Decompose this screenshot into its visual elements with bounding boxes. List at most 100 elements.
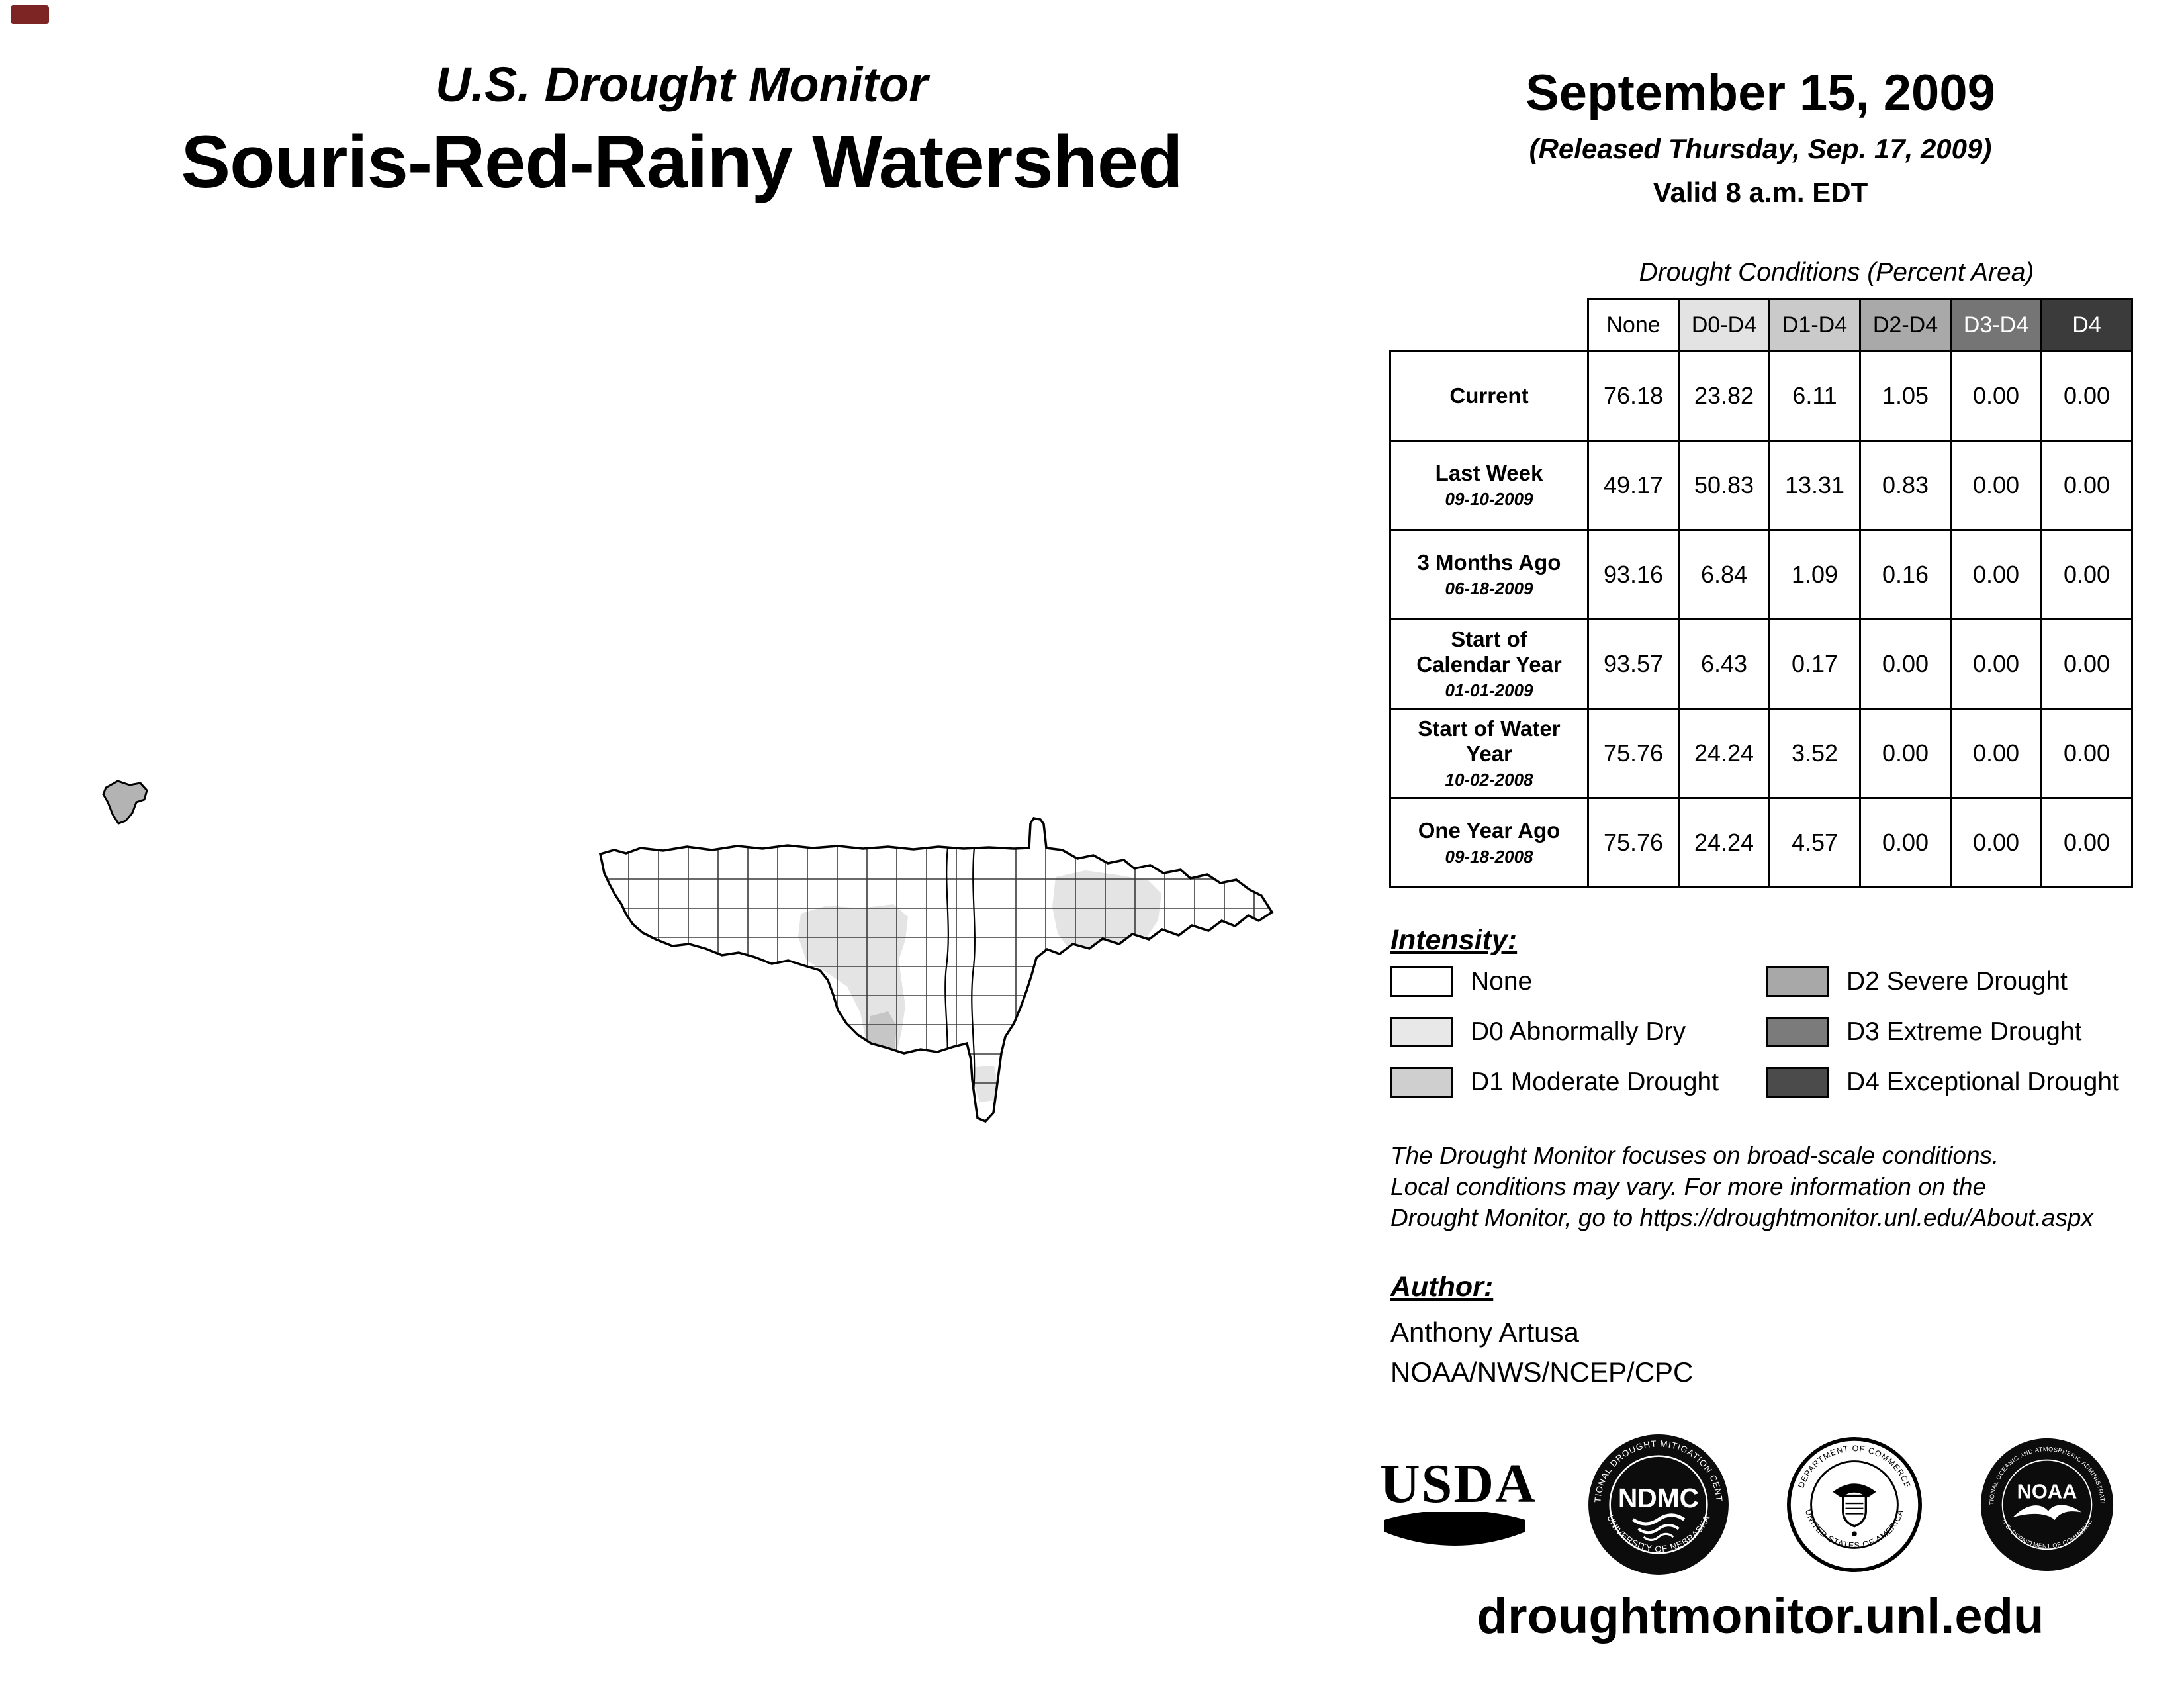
row-label: Start of Water Year [1418, 716, 1561, 766]
legend-item-d0: D0 Abnormally Dry [1390, 1017, 1686, 1047]
legend-item-d2: D2 Severe Drought [1766, 966, 2068, 997]
cell-value: 0.00 [2040, 797, 2133, 888]
cell-value: 0.00 [1859, 797, 1952, 888]
region-title: Souris-Red-Rainy Watershed [181, 120, 1183, 203]
legend-swatch-d3 [1766, 1017, 1829, 1047]
row-label: 3 Months Ago [1417, 550, 1561, 575]
cell-value: 93.57 [1587, 618, 1680, 710]
author-title: Author: [1390, 1271, 1494, 1303]
author-block: Author: Anthony Artusa NOAA/NWS/NCEP/CPC [1390, 1271, 1693, 1392]
ndmc-logo: NATIONAL DROUGHT MITIGATION CENTER UNIVE… [1587, 1433, 1729, 1575]
cell-value: 0.00 [1950, 440, 2042, 531]
col-header-d0-d4: D0-D4 [1678, 298, 1770, 352]
row-date: 06-18-2009 [1445, 579, 1533, 598]
cell-value: 0.00 [2040, 618, 2133, 710]
corner-artifact [11, 5, 49, 24]
commerce-shield-icon [1842, 1494, 1868, 1528]
col-header-none: None [1587, 298, 1680, 352]
cell-value: 49.17 [1587, 440, 1680, 531]
cell-value: 0.00 [1950, 797, 2042, 888]
legend-label: D2 Severe Drought [1846, 967, 2068, 996]
row-label: Last Week [1435, 461, 1543, 485]
table-title: Drought Conditions (Percent Area) [1639, 258, 2034, 287]
cell-value: 0.00 [1859, 618, 1952, 710]
d1-shading-core [867, 1011, 897, 1070]
col-header-d1-d4: D1-D4 [1768, 298, 1861, 352]
cell-value: 76.18 [1587, 350, 1680, 442]
watershed-outline-fill [600, 818, 1272, 1121]
legend-item-none: None [1390, 966, 1532, 997]
table-row-last-week: Last Week 09-10-2009 49.17 50.83 13.31 0.… [1389, 440, 2133, 531]
legend-label: D0 Abnormally Dry [1471, 1017, 1686, 1046]
row-date: 09-18-2008 [1445, 847, 1533, 867]
commerce-shield-stripes [1845, 1502, 1864, 1515]
cell-value: 13.31 [1768, 440, 1861, 531]
disclaimer-line: Local conditions may vary. For more info… [1390, 1173, 1987, 1200]
ndmc-wave-icon [1631, 1513, 1685, 1526]
legend-item-d4: D4 Exceptional Drought [1766, 1067, 2119, 1098]
cell-value: 24.24 [1678, 797, 1770, 888]
cell-value: 6.84 [1678, 529, 1770, 620]
legend-swatch-d4 [1766, 1067, 1829, 1098]
intensity-legend: Intensity: None D0 Abnormally Dry D1 Mod… [1390, 924, 2125, 1098]
cell-value: 0.00 [1950, 529, 2042, 620]
monitor-title: U.S. Drought Monitor [435, 57, 928, 112]
cell-value: 0.00 [1950, 708, 2042, 799]
valid-time: Valid 8 a.m. EDT [1653, 177, 1868, 208]
red-river-line [944, 847, 976, 1093]
legend-title: Intensity: [1390, 924, 1518, 956]
date-block: September 15, 2009 (Released Thursday, S… [1403, 65, 2118, 209]
cell-value: 3.52 [1768, 708, 1861, 799]
cell-value: 50.83 [1678, 440, 1770, 531]
legend-swatch-d2 [1766, 966, 1829, 997]
table-row-start-water-year: Start of Water Year 10-02-2008 75.76 24.2… [1389, 708, 2133, 799]
commerce-eagle-icon [1833, 1483, 1877, 1498]
commerce-dot [1852, 1531, 1858, 1537]
cell-value: 93.16 [1587, 529, 1680, 620]
row-date: 01-01-2009 [1445, 680, 1533, 700]
usda-swoosh-icon [1384, 1509, 1525, 1546]
cell-value: 23.82 [1678, 350, 1770, 442]
legend-swatch-none [1390, 966, 1453, 997]
col-header-d4: D4 [2040, 298, 2133, 352]
cell-value: 0.83 [1859, 440, 1952, 531]
row-label: Start of Calendar Year [1416, 627, 1562, 677]
title-block: U.S. Drought Monitor Souris-Red-Rainy Wa… [99, 57, 1264, 203]
row-date: 09-10-2009 [1445, 489, 1533, 509]
row-label: One Year Ago [1418, 818, 1561, 843]
table-header-row: None D0-D4 D1-D4 D2-D4 D3-D4 D4 [1390, 298, 2133, 352]
d0-shading-south [974, 1066, 998, 1102]
author-name: Anthony Artusa [1390, 1317, 1579, 1348]
cell-value: 0.00 [1950, 618, 2042, 710]
cell-value: 1.05 [1859, 350, 1952, 442]
table-row-3-months-ago: 3 Months Ago 06-18-2009 93.16 6.84 1.09 0… [1389, 529, 2133, 620]
legend-item-d1: D1 Moderate Drought [1390, 1067, 1719, 1098]
table-corner-cell [1390, 299, 1588, 352]
noaa-logo-text: NOAA [2017, 1479, 2077, 1503]
cell-value: 0.00 [2040, 529, 2133, 620]
cell-value: 24.24 [1678, 708, 1770, 799]
cell-value: 6.11 [1768, 350, 1861, 442]
report-date: September 15, 2009 [1525, 65, 1995, 121]
usda-logo-text: USDA [1380, 1452, 1537, 1515]
legend-label: D3 Extreme Drought [1846, 1017, 2082, 1046]
cell-value: 0.16 [1859, 529, 1952, 620]
ndmc-wave-icon [1643, 1532, 1674, 1542]
disclaimer: The Drought Monitor focuses on broad-sca… [1390, 1140, 2093, 1233]
cell-value: 4.57 [1768, 797, 1861, 888]
cell-value: 0.00 [2040, 440, 2133, 531]
table-row-one-year-ago: One Year Ago 09-18-2008 75.76 24.24 4.57 … [1389, 797, 2133, 888]
cell-value: 6.43 [1678, 618, 1770, 710]
table-row-current: Current 76.18 23.82 6.11 1.05 0.00 0.00 [1389, 350, 2133, 442]
table-row-start-calendar-year: Start of Calendar Year 01-01-2009 93.57 6… [1389, 618, 2133, 710]
row-label: Current [1449, 383, 1529, 408]
released-date: (Released Thursday, Sep. 17, 2009) [1529, 133, 1992, 164]
drought-conditions-table: None D0-D4 D1-D4 D2-D4 D3-D4 D4 Current … [1389, 298, 2133, 888]
legend-swatch-d0 [1390, 1017, 1453, 1047]
author-org: NOAA/NWS/NCEP/CPC [1390, 1356, 1694, 1387]
cell-value: 0.00 [2040, 708, 2133, 799]
legend-label: D4 Exceptional Drought [1846, 1068, 2119, 1096]
footer-url: droughtmonitor.unl.edu [1477, 1588, 2044, 1644]
legend-label: D1 Moderate Drought [1471, 1068, 1719, 1096]
